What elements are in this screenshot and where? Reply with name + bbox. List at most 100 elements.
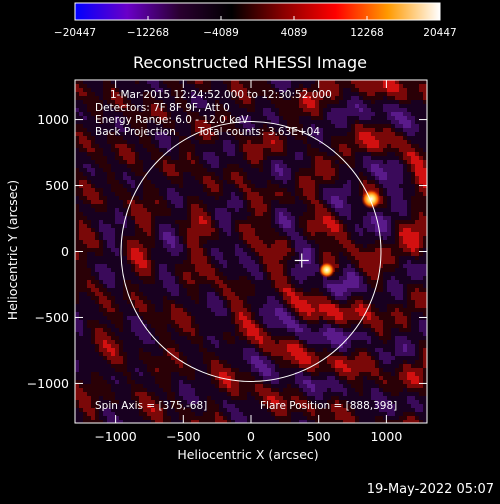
heatmap-cell: [335, 236, 339, 240]
heatmap-cell: [399, 236, 403, 240]
heatmap-cell: [387, 280, 391, 284]
heatmap-cell: [263, 180, 267, 184]
heatmap-cell: [147, 288, 151, 292]
heatmap-cell: [179, 292, 183, 296]
heatmap-cell: [83, 208, 87, 212]
heatmap-cell: [135, 196, 139, 200]
heatmap-cell: [75, 164, 79, 168]
heatmap-cell: [359, 128, 363, 132]
heatmap-cell: [363, 116, 367, 120]
heatmap-cell: [199, 192, 203, 196]
heatmap-cell: [355, 284, 359, 288]
heatmap-cell: [203, 304, 207, 308]
heatmap-cell: [303, 148, 307, 152]
heatmap-cell: [79, 264, 83, 268]
heatmap-cell: [291, 104, 295, 108]
heatmap-cell: [75, 84, 79, 88]
heatmap-cell: [267, 304, 271, 308]
heatmap-cell: [303, 144, 307, 148]
heatmap-cell: [383, 216, 387, 220]
heatmap-cell: [187, 300, 191, 304]
heatmap-cell: [75, 288, 79, 292]
heatmap-cell: [267, 216, 271, 220]
heatmap-cell: [259, 104, 263, 108]
heatmap-cell: [279, 284, 283, 288]
heatmap-cell: [283, 256, 287, 260]
heatmap-cell: [383, 224, 387, 228]
heatmap-cell: [419, 168, 423, 172]
heatmap-cell: [75, 160, 79, 164]
heatmap-cell: [187, 232, 191, 236]
heatmap-cell: [311, 252, 315, 256]
heatmap-cell: [347, 220, 351, 224]
heatmap-cell: [123, 296, 127, 300]
heatmap-cell: [399, 196, 403, 200]
heatmap-cell: [275, 288, 279, 292]
heatmap-cell: [151, 200, 155, 204]
heatmap-cell: [227, 240, 231, 244]
heatmap-cell: [187, 304, 191, 308]
heatmap-cell: [127, 276, 131, 280]
heatmap-cell: [347, 96, 351, 100]
heatmap-cell: [87, 240, 91, 244]
heatmap-cell: [103, 256, 107, 260]
heatmap-cell: [339, 184, 343, 188]
heatmap-cell: [363, 236, 367, 240]
heatmap-cell: [415, 168, 419, 172]
heatmap-cell: [363, 296, 367, 300]
heatmap-cell: [127, 184, 131, 188]
heatmap-cell: [327, 296, 331, 300]
heatmap-cell: [327, 124, 331, 128]
heatmap-cell: [203, 264, 207, 268]
heatmap-cell: [383, 108, 387, 112]
heatmap-cell: [415, 112, 419, 116]
heatmap-cell: [359, 148, 363, 152]
heatmap-cell: [383, 232, 387, 236]
heatmap-cell: [83, 296, 87, 300]
heatmap-cell: [351, 236, 355, 240]
heatmap-cell: [415, 220, 419, 224]
heatmap-cell: [335, 176, 339, 180]
heatmap-cell: [343, 156, 347, 160]
heatmap-cell: [283, 224, 287, 228]
heatmap-cell: [155, 292, 159, 296]
heatmap-cell: [215, 260, 219, 264]
heatmap-cell: [251, 256, 255, 260]
heatmap-cell: [103, 244, 107, 248]
heatmap-cell: [155, 204, 159, 208]
heatmap-cell: [303, 160, 307, 164]
heatmap-cell: [387, 276, 391, 280]
heatmap-cell: [275, 296, 279, 300]
heatmap-cell: [343, 252, 347, 256]
heatmap-cell: [187, 156, 191, 160]
heatmap-cell: [363, 108, 367, 112]
heatmap-cell: [415, 184, 419, 188]
heatmap-cell: [335, 228, 339, 232]
heatmap-cell: [327, 284, 331, 288]
heatmap-cell: [119, 212, 123, 216]
heatmap-cell: [291, 212, 295, 216]
heatmap-cell: [287, 292, 291, 296]
heatmap-cell: [271, 280, 275, 284]
heatmap-cell: [315, 116, 319, 120]
heatmap-cell: [163, 156, 167, 160]
heatmap-cell: [391, 208, 395, 212]
heatmap-cell: [415, 148, 419, 152]
heatmap-cell: [127, 224, 131, 228]
heatmap-cell: [103, 284, 107, 288]
heatmap-cell: [243, 248, 247, 252]
heatmap-cell: [91, 204, 95, 208]
heatmap-cell: [123, 248, 127, 252]
heatmap-cell: [315, 104, 319, 108]
heatmap-cell: [375, 144, 379, 148]
heatmap-cell: [251, 148, 255, 152]
heatmap-cell: [403, 92, 407, 96]
heatmap-cell: [319, 208, 323, 212]
heatmap-cell: [351, 208, 355, 212]
heatmap-cell: [231, 188, 235, 192]
heatmap-cell: [323, 116, 327, 120]
heatmap-cell: [179, 128, 183, 132]
heatmap-cell: [375, 108, 379, 112]
heatmap-cell: [199, 84, 203, 88]
heatmap-cell: [283, 152, 287, 156]
